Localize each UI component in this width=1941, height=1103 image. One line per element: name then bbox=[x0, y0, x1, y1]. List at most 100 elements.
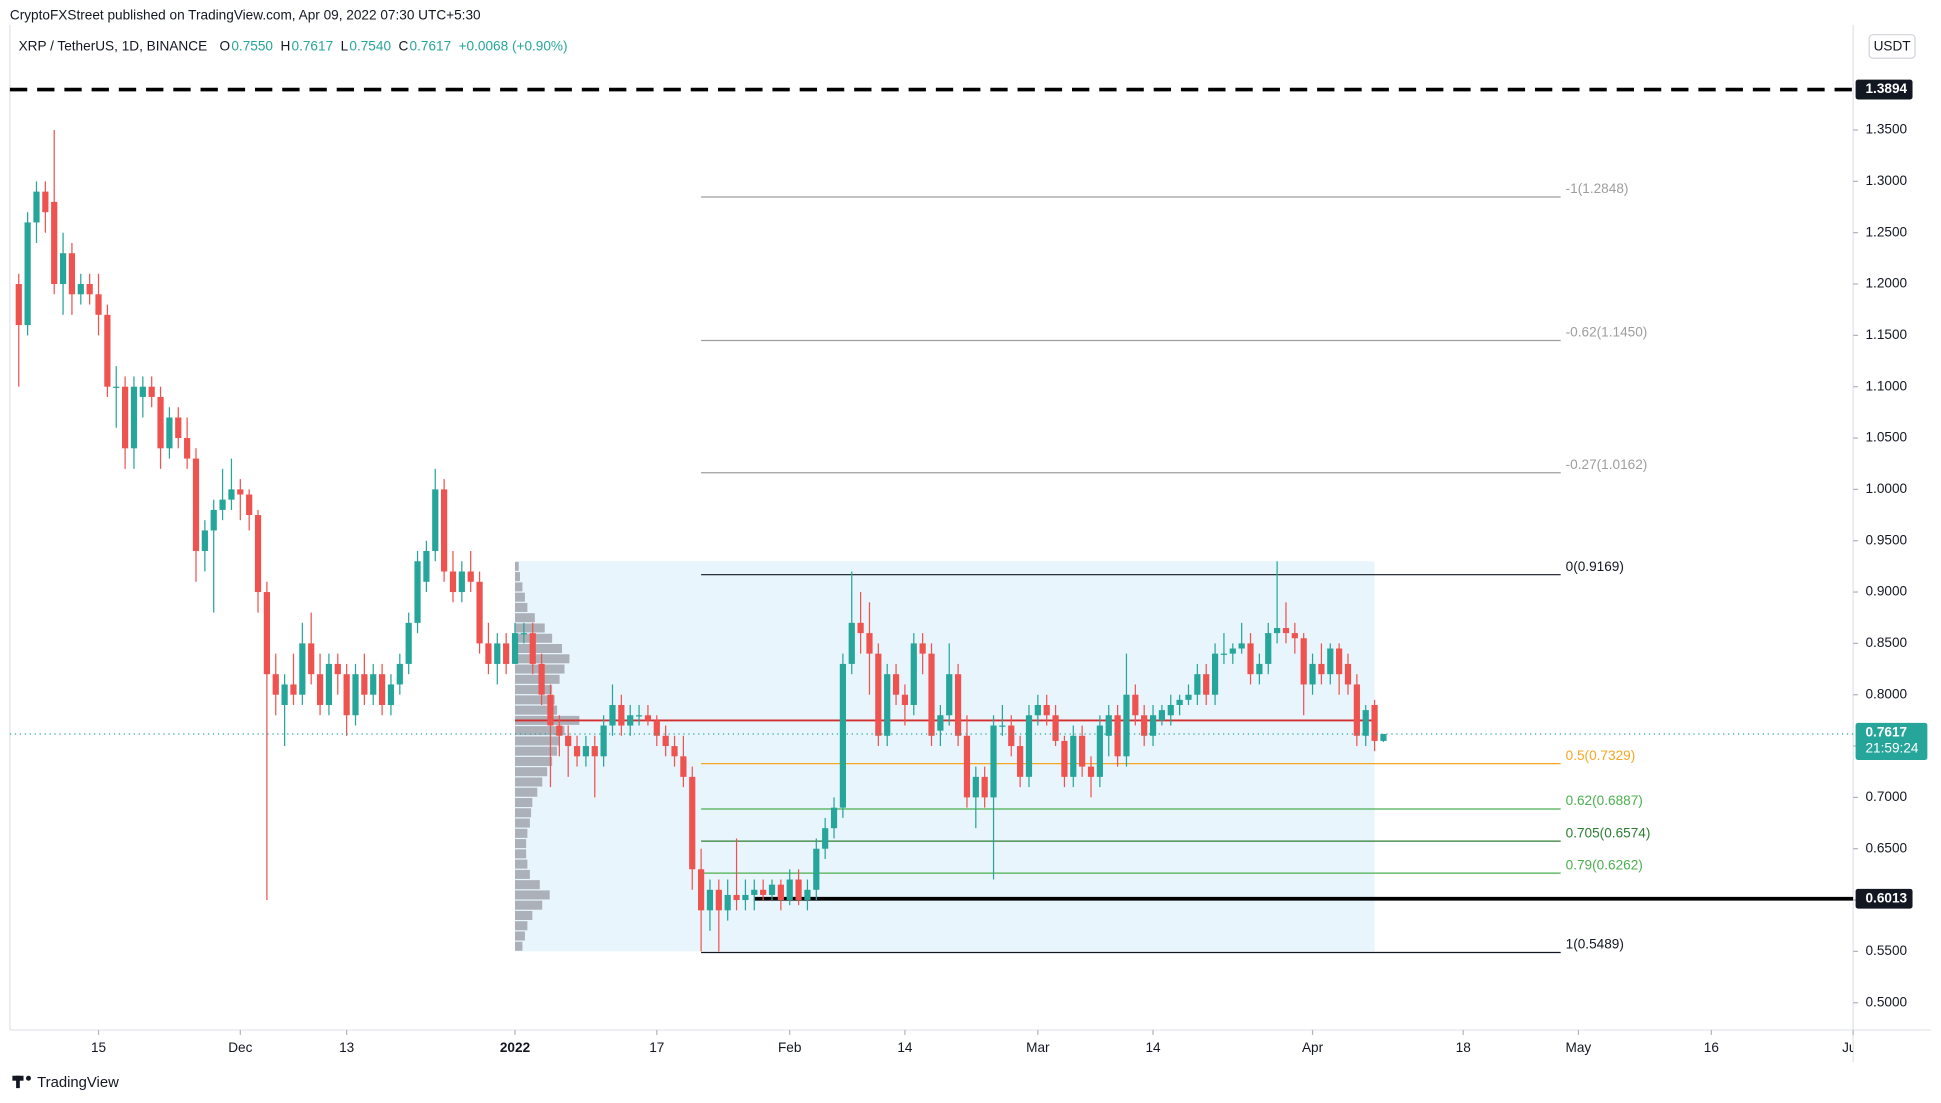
symbol-title: XRP / TetherUS, 1D, BINANCE bbox=[19, 39, 208, 54]
legend-value: 0.7617 bbox=[292, 39, 334, 54]
candle-body bbox=[122, 386, 129, 449]
candle-body bbox=[999, 725, 1006, 727]
x-tick-label: 2022 bbox=[500, 1040, 531, 1055]
candle-body bbox=[1291, 633, 1298, 639]
candle-body bbox=[1105, 715, 1112, 736]
x-tick-label: 13 bbox=[339, 1040, 354, 1055]
candle-body bbox=[387, 684, 395, 705]
profile-bar bbox=[515, 756, 553, 766]
candle-body bbox=[556, 725, 563, 736]
candle-body bbox=[582, 746, 590, 757]
candle-body bbox=[175, 417, 182, 439]
candle-body bbox=[1025, 715, 1033, 777]
x-tick-label: Mar bbox=[1026, 1040, 1050, 1055]
candle-body bbox=[1247, 643, 1254, 675]
candle-body bbox=[1034, 704, 1041, 716]
legend-value: 0.7540 bbox=[349, 39, 391, 54]
candle-body bbox=[1087, 766, 1095, 777]
profile-bar bbox=[515, 941, 523, 951]
candle-body bbox=[1149, 715, 1157, 736]
candle-body bbox=[857, 622, 864, 634]
candle-body bbox=[724, 894, 731, 911]
candle-body bbox=[591, 746, 598, 757]
x-tick-label: 14 bbox=[1145, 1040, 1161, 1055]
y-tick-label: 0.5500 bbox=[1865, 943, 1907, 958]
x-tick-label: Jun bbox=[1842, 1040, 1864, 1055]
candle-body bbox=[529, 633, 536, 664]
fib-label: 0(0.9169) bbox=[1566, 559, 1624, 574]
candle-body bbox=[15, 284, 22, 326]
candle-body bbox=[910, 643, 917, 705]
candle-body bbox=[95, 294, 102, 315]
candle-body bbox=[644, 715, 652, 721]
profile-bar bbox=[515, 736, 560, 746]
profile-bar bbox=[515, 767, 548, 777]
candle-body bbox=[1362, 710, 1369, 736]
candle-body bbox=[1114, 715, 1121, 757]
profile-bar bbox=[515, 726, 565, 736]
candle-body bbox=[1327, 648, 1334, 675]
candle-body bbox=[1123, 694, 1130, 757]
candle-body bbox=[157, 396, 164, 449]
candle-body bbox=[113, 386, 120, 388]
logo-mark bbox=[16, 1075, 20, 1089]
profile-bar bbox=[515, 746, 558, 756]
candle-body bbox=[1203, 674, 1210, 695]
profile-bar bbox=[515, 890, 550, 900]
candle-body bbox=[706, 889, 714, 911]
y-tick-label: 1.3000 bbox=[1865, 173, 1907, 188]
candle-body bbox=[511, 633, 519, 664]
y-tick-label: 0.7000 bbox=[1865, 789, 1907, 804]
candle-body bbox=[928, 653, 935, 736]
candle-body bbox=[290, 684, 297, 695]
fib-label: -0.62(1.1450) bbox=[1566, 325, 1648, 340]
profile-bar bbox=[515, 921, 528, 931]
candle-body bbox=[848, 622, 855, 664]
x-tick-label: 17 bbox=[649, 1040, 664, 1055]
candle-body bbox=[875, 653, 882, 736]
candle-body bbox=[795, 879, 802, 901]
axes: 0.50000.55000.60000.65000.70000.75000.80… bbox=[91, 79, 1928, 1055]
brand-logo: TradingView bbox=[12, 1075, 119, 1091]
candle-body bbox=[954, 674, 962, 736]
x-tick-label: Dec bbox=[228, 1040, 252, 1055]
candle-body bbox=[237, 489, 244, 495]
candle-body bbox=[1309, 663, 1316, 685]
candle-body bbox=[352, 674, 359, 716]
candle-body bbox=[946, 674, 953, 716]
candle-body bbox=[1185, 694, 1192, 700]
candle-body bbox=[786, 879, 793, 901]
profile-bar bbox=[515, 798, 533, 808]
x-tick-label: May bbox=[1566, 1040, 1592, 1055]
price-badge bbox=[1855, 79, 1913, 100]
candle-body bbox=[901, 694, 909, 705]
x-tick-label: 16 bbox=[1704, 1040, 1719, 1055]
candle-body bbox=[263, 592, 270, 675]
countdown: 21:59:24 bbox=[1865, 740, 1918, 755]
candle-body bbox=[627, 715, 634, 726]
candle-body bbox=[210, 509, 217, 531]
legend-change: +0.0068 (+0.90%) bbox=[459, 39, 568, 54]
candle-body bbox=[485, 643, 492, 664]
profile-bar bbox=[515, 561, 519, 571]
profile-bar bbox=[515, 643, 563, 654]
candle-body bbox=[51, 201, 58, 285]
candle-body bbox=[308, 643, 315, 675]
ohlc-legend: O 0.7550 H 0.7617 L 0.7540 C 0.7617 +0.0068 (+0.… bbox=[220, 39, 568, 54]
candle-body bbox=[68, 253, 76, 295]
candle-body bbox=[219, 499, 226, 510]
candle-body bbox=[635, 715, 643, 717]
candle-body bbox=[1220, 653, 1228, 655]
candle-body bbox=[680, 756, 687, 777]
candle-body bbox=[370, 674, 377, 695]
candle-body bbox=[839, 663, 846, 808]
unit-box[interactable] bbox=[1868, 34, 1916, 59]
legend-key: C bbox=[398, 39, 408, 54]
profile-bar bbox=[515, 572, 520, 582]
y-tick-label: 0.9000 bbox=[1865, 584, 1907, 599]
candle-body bbox=[573, 746, 581, 757]
candle-body bbox=[1282, 627, 1290, 634]
profile-bar bbox=[515, 818, 530, 828]
fib-label: -1(1.2848) bbox=[1566, 181, 1629, 196]
